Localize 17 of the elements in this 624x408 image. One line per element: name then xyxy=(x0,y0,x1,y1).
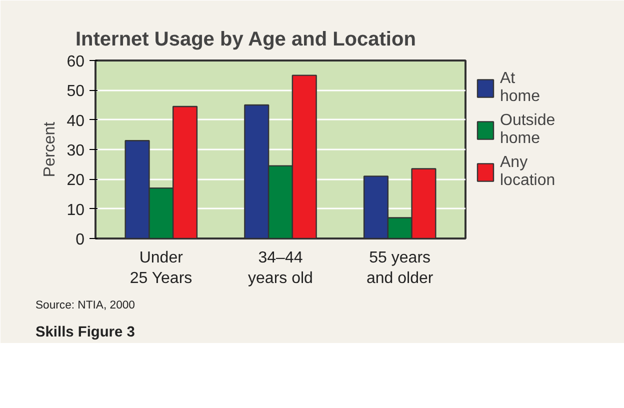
x-tick-label: 55 years and older xyxy=(366,250,434,287)
y-tick-label: 0 xyxy=(76,232,85,248)
legend-label: Outside home xyxy=(500,112,556,148)
y-tick-label: 40 xyxy=(66,112,85,130)
chart-title: Internet Usage by Age and Location xyxy=(76,28,416,50)
y-tick-label: 10 xyxy=(66,202,85,219)
y-tick-label: 50 xyxy=(66,83,85,100)
legend-label: Any location xyxy=(500,154,556,190)
source-note: Source: NTIA, 2000 xyxy=(36,300,135,312)
y-tick-label: 60 xyxy=(66,54,85,70)
y-axis-title: Percent xyxy=(42,121,59,178)
text: Skills Figure 3 xyxy=(36,324,135,340)
x-tick-label: 34–44 years old xyxy=(248,250,313,287)
y-tick-label: 30 xyxy=(66,142,85,160)
y-tick-label: 20 xyxy=(66,172,85,190)
x-tick-label: Under 25 Years xyxy=(130,250,192,287)
legend-label: At home xyxy=(500,70,540,106)
